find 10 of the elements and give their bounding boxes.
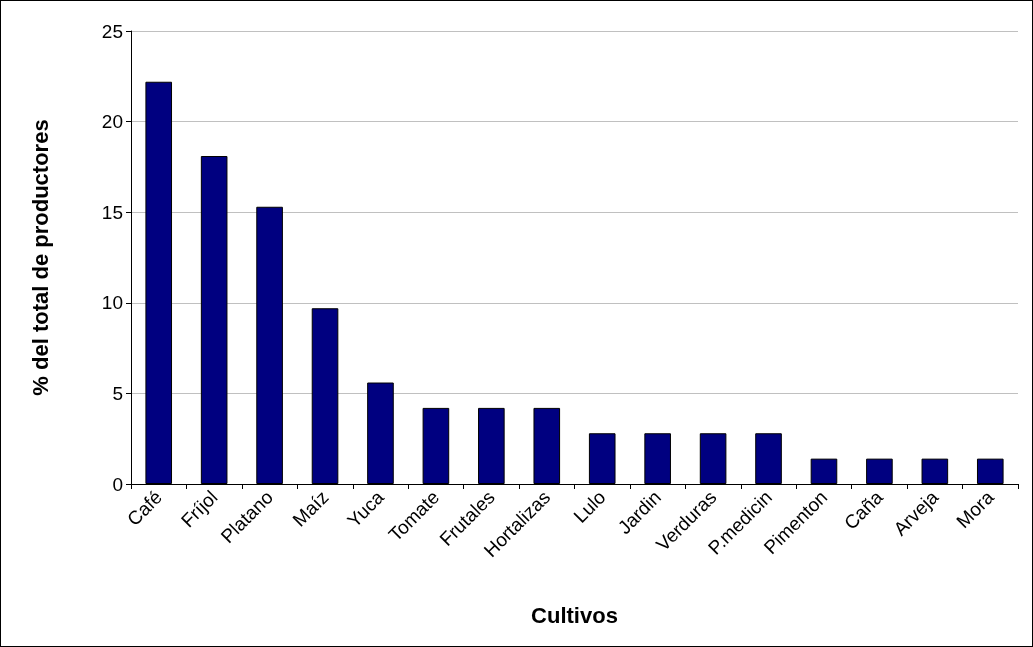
- x-tick-label: Lulo: [569, 486, 610, 527]
- y-tick-label: 0: [112, 473, 123, 495]
- y-tick-label: 10: [101, 292, 123, 314]
- y-axis-title: % del total de productores: [27, 119, 53, 396]
- x-tick-label: Yuca: [343, 486, 389, 532]
- y-tick-label: 15: [101, 201, 123, 223]
- y-tick-label: 25: [101, 20, 123, 42]
- x-axis-title: Cultivos: [531, 602, 618, 628]
- y-tick-label: 5: [112, 382, 123, 404]
- y-tick-label: 20: [101, 111, 123, 133]
